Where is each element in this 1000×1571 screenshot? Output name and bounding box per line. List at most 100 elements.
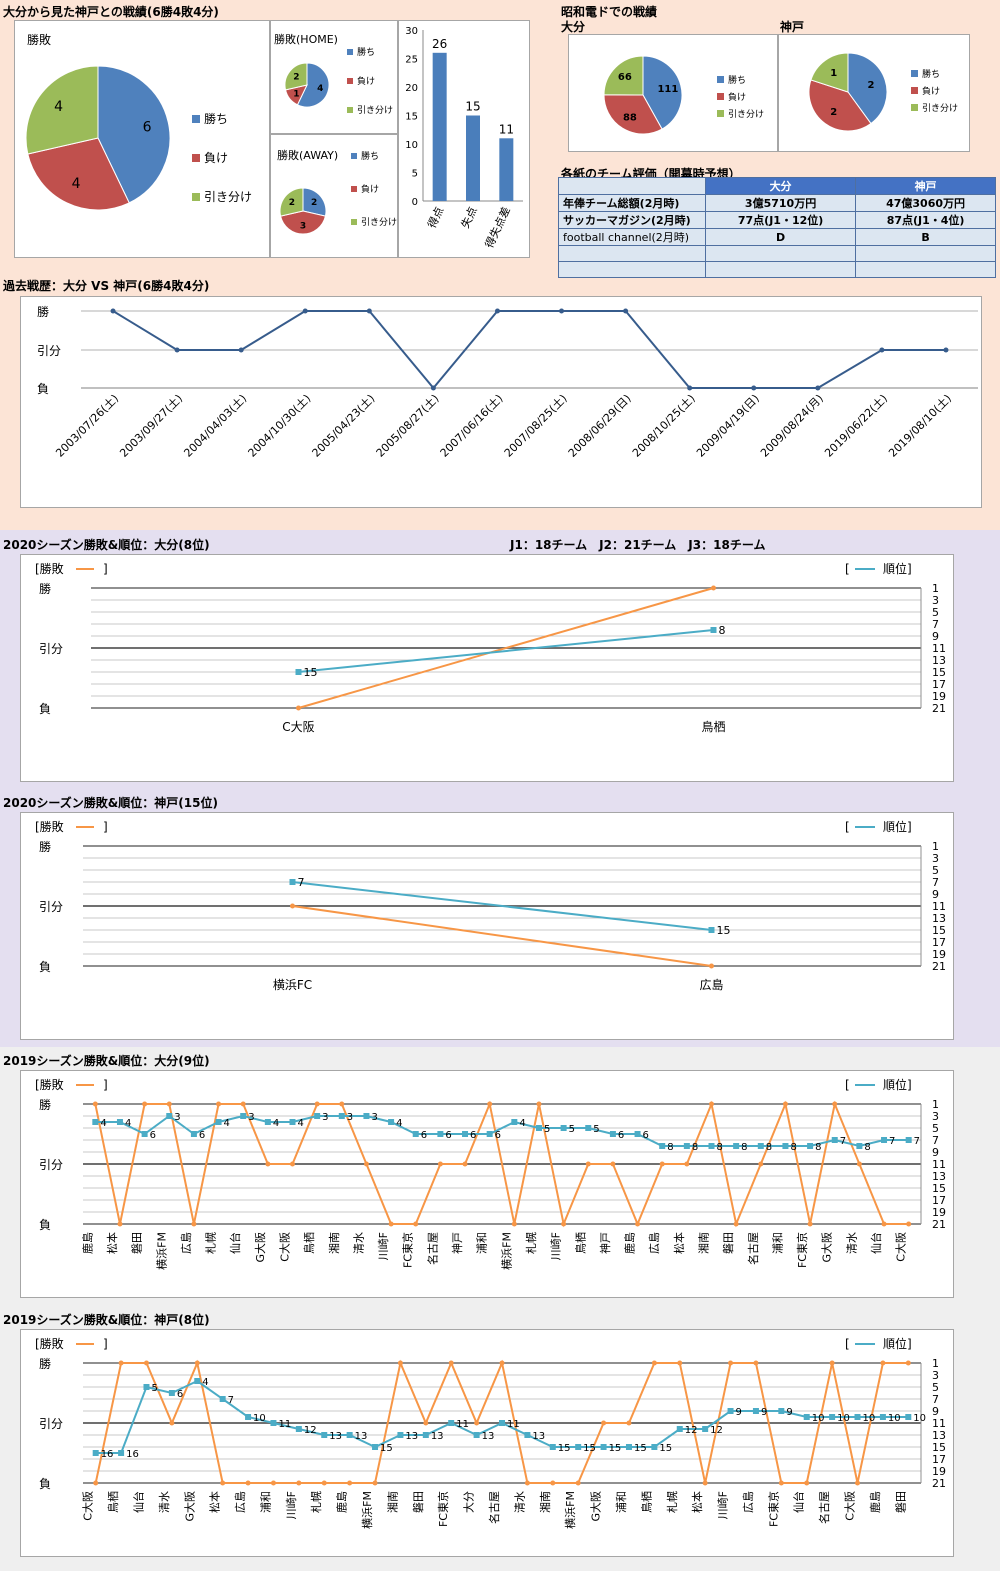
rank-tick-label: 21 — [932, 702, 946, 715]
pie-showa-kobe-panel: 2 2 1 勝ち 負け 引き分け — [778, 34, 970, 152]
rank-value-label: 11 — [456, 1419, 469, 1430]
rank-tick-label: 11 — [932, 900, 946, 913]
result-point — [430, 385, 436, 391]
rank-tick-label: 3 — [932, 1110, 939, 1123]
pie-value-label: 3 — [300, 221, 306, 231]
x-tick-label: C大阪 — [81, 1491, 95, 1521]
x-tick-label: 磐田 — [893, 1491, 907, 1513]
pie-slice — [642, 55, 683, 130]
rank-point — [856, 1143, 863, 1149]
result-point — [363, 1161, 369, 1167]
result-point — [494, 308, 500, 314]
rank-point — [264, 1119, 271, 1125]
bar-value-label: 11 — [499, 122, 514, 136]
legend-label: 負け — [357, 75, 375, 87]
legend-swatch — [717, 110, 724, 117]
rank-tick-label: 17 — [932, 1453, 946, 1466]
result-point — [270, 1480, 276, 1486]
rank-point — [92, 1450, 99, 1456]
eval-cell: D — [704, 228, 857, 246]
rank-point — [295, 669, 302, 675]
rank-tick-label: 5 — [932, 1381, 939, 1394]
rank-tick-label: 1 — [932, 1357, 939, 1370]
rank-point — [854, 1414, 861, 1420]
rank-tick-label: 11 — [932, 1158, 946, 1171]
rank-value-label: 4 — [125, 1118, 131, 1129]
x-tick-label: 得失点差 — [482, 204, 513, 250]
rank-value-label: 4 — [298, 1118, 304, 1129]
result-point — [166, 1101, 172, 1107]
pie-slice — [603, 94, 663, 135]
pie-value-label: 2 — [293, 72, 299, 82]
rank-value-label: 13 — [355, 1431, 368, 1442]
x-tick-label: 松本 — [208, 1491, 222, 1513]
rank-value-label: 8 — [815, 1142, 821, 1153]
result-point — [245, 1480, 251, 1486]
pie-slice — [27, 137, 130, 211]
x-tick-label: 札幌 — [204, 1232, 218, 1254]
x-tick-label: 仙台 — [228, 1232, 242, 1254]
eval-row-label — [558, 261, 706, 278]
rank-tick-label: 21 — [932, 1477, 946, 1490]
result-point — [906, 1221, 912, 1227]
showa-oita-title: 大分 — [561, 20, 586, 34]
legend-rank-label: 順位] — [883, 1077, 912, 1092]
pie-away-title: 勝敗(AWAY) — [277, 149, 339, 162]
rank-point — [372, 1444, 379, 1450]
rank-point — [831, 1137, 838, 1143]
result-point — [659, 1161, 665, 1167]
rank-tick-label: 1 — [932, 1098, 939, 1111]
result-point — [709, 963, 714, 969]
rank-value-label: 5 — [151, 1383, 157, 1394]
result-point — [881, 1221, 887, 1227]
x-tick-label: 広島 — [179, 1232, 193, 1254]
legend-swatch — [192, 154, 200, 162]
rank-point — [338, 1113, 345, 1119]
legend-result-label: [勝敗 — [35, 1336, 64, 1351]
legend-swatch — [717, 76, 724, 83]
result-point — [462, 1161, 468, 1167]
eval-cell: 87点(J1・4位) — [855, 211, 996, 229]
rank-point — [473, 1432, 480, 1438]
rank-value-label: 8 — [790, 1142, 796, 1153]
result-point — [623, 308, 629, 314]
pie-slice — [97, 65, 171, 204]
rank-point — [168, 1390, 175, 1396]
rank-tick-label: 15 — [932, 666, 946, 679]
rank-point — [289, 1119, 296, 1125]
legend-swatch — [911, 87, 918, 94]
rank-value-label: 15 — [659, 1443, 672, 1454]
result-point — [815, 385, 821, 391]
legend-label: 負け — [728, 91, 746, 103]
rank-value-label: 11 — [507, 1419, 520, 1430]
x-tick-label: 鳥栖 — [106, 1491, 120, 1513]
rank-point — [575, 1444, 582, 1450]
x-tick-label: 湘南 — [385, 1491, 399, 1513]
x-tick-label: 松本 — [672, 1232, 686, 1254]
rank-point — [549, 1444, 556, 1450]
result-point — [388, 1221, 394, 1227]
legend-result-close: ] — [103, 562, 108, 576]
result-point — [711, 585, 716, 591]
y-tick-label: 15 — [405, 112, 418, 123]
result-point — [536, 1101, 542, 1107]
result-point — [728, 1360, 734, 1366]
legend-rank-open: [ — [845, 1337, 850, 1351]
result-point — [880, 1360, 886, 1366]
result-point — [290, 1161, 295, 1167]
legend-result-close: ] — [103, 820, 108, 834]
pie-value-label: 1 — [830, 68, 837, 79]
y-tick-label: 5 — [412, 169, 418, 180]
eval-row — [558, 245, 996, 262]
pie-total-title: 勝敗 — [27, 33, 52, 47]
legend-swatch — [347, 49, 353, 55]
x-tick-label: 広島 — [741, 1491, 755, 1513]
rank-point — [778, 1408, 785, 1414]
rank-tick-label: 9 — [932, 630, 939, 643]
result-point — [856, 1161, 862, 1167]
rank-value-label: 6 — [199, 1130, 205, 1141]
pie-slice — [847, 52, 888, 125]
x-tick-label: 清水 — [845, 1232, 858, 1254]
rank-tick-label: 7 — [932, 876, 939, 889]
